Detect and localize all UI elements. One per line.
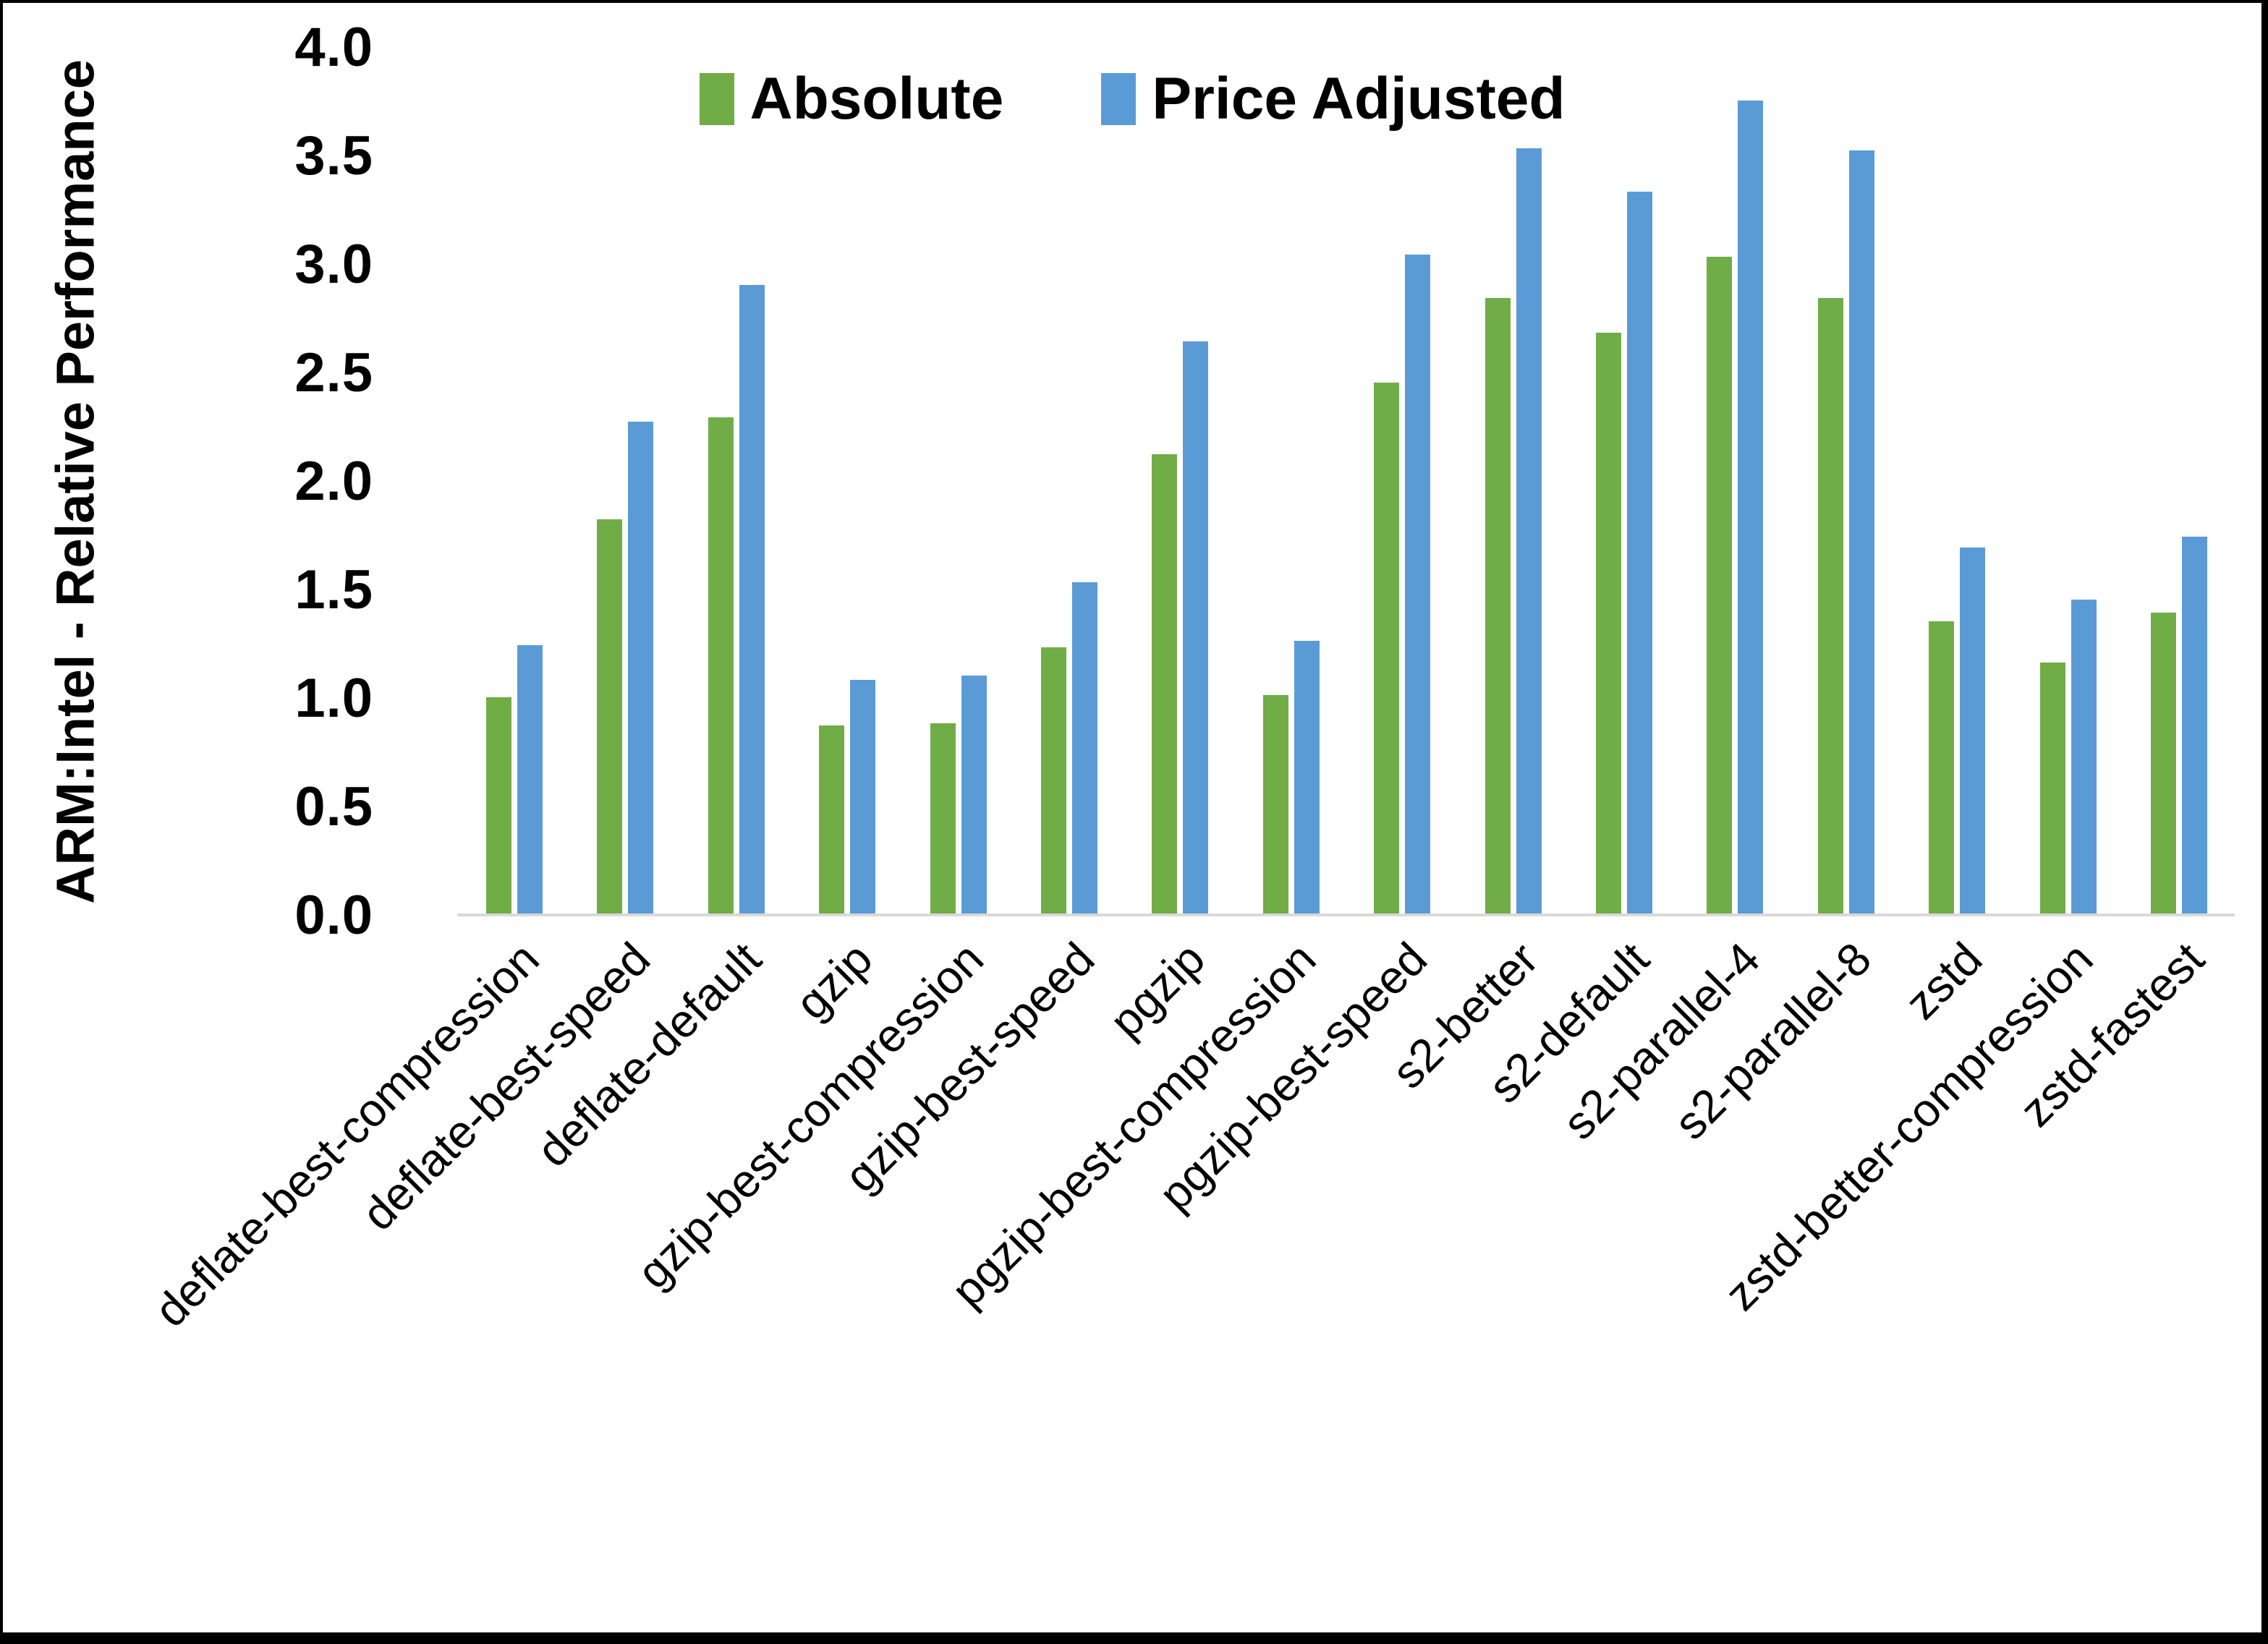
y-tick-label: 1.0 <box>294 668 373 729</box>
y-tick-label: 0.5 <box>294 776 373 838</box>
bar-price-adjusted-s2-default <box>1627 192 1652 914</box>
bar-absolute-s2-default <box>1596 333 1621 914</box>
bar-absolute-zstd-better-compression <box>2039 663 2065 914</box>
x-axis-line <box>457 913 2235 916</box>
y-tick-label: 2.5 <box>294 342 373 404</box>
bar-price-adjusted-s2-parallel-4 <box>1738 101 1764 914</box>
bar-absolute-deflate-best-compression <box>486 697 511 914</box>
y-tick-label: 0.0 <box>294 885 373 946</box>
bar-absolute-gzip-best-compression <box>930 723 956 914</box>
bar-price-adjusted-deflate-best-compression <box>517 645 543 914</box>
bar-absolute-gzip-best-speed <box>1041 647 1066 914</box>
bar-price-adjusted-deflate-default <box>739 285 765 914</box>
y-tick-label: 3.0 <box>294 234 373 295</box>
y-tick-label: 1.5 <box>294 559 373 621</box>
plot-area <box>457 46 2235 914</box>
bar-absolute-pgzip-best-compression <box>1262 695 1288 914</box>
y-tick-label: 3.5 <box>294 125 373 187</box>
bar-price-adjusted-deflate-best-speed <box>628 422 654 914</box>
absolute-series-swatch <box>699 73 734 125</box>
bar-price-adjusted-pgzip-best-compression <box>1294 641 1320 914</box>
legend: Absolute Price Adjusted <box>3 69 2261 129</box>
bar-price-adjusted-s2-better <box>1516 148 1542 914</box>
bar-absolute-deflate-best-speed <box>597 519 623 914</box>
y-tick-label: 4.0 <box>294 17 373 78</box>
price-adjusted-series-label: Price Adjusted <box>1152 66 1566 132</box>
price-adjusted-series-swatch <box>1101 73 1137 125</box>
bar-absolute-s2-better <box>1485 298 1511 914</box>
bar-price-adjusted-zstd <box>1960 548 1986 914</box>
absolute-series-label: Absolute <box>749 66 1004 132</box>
y-tick-label: 2.0 <box>294 451 373 512</box>
bar-absolute-s2-parallel-4 <box>1707 257 1733 914</box>
bar-price-adjusted-gzip-best-compression <box>961 676 987 914</box>
bar-absolute-zstd <box>1929 621 1955 914</box>
bar-price-adjusted-gzip-best-speed <box>1072 582 1097 914</box>
category-labels: deflate-best-compression deflate-best-spe… <box>145 932 2235 1549</box>
bar-absolute-gzip <box>819 725 845 914</box>
bar-price-adjusted-pgzip-best-speed <box>1405 255 1431 914</box>
bar-price-adjusted-pgzip <box>1183 341 1209 914</box>
bar-absolute-pgzip <box>1152 454 1178 914</box>
bar-absolute-zstd-fastest <box>2151 613 2176 914</box>
bar-absolute-pgzip-best-speed <box>1374 383 1400 914</box>
bar-absolute-deflate-default <box>708 417 734 914</box>
bar-price-adjusted-zstd-better-compression <box>2070 600 2097 914</box>
y-axis-ticks: 0.0 0.5 1.0 1.5 2.0 2.5 3.0 3.5 4.0 <box>3 20 373 943</box>
legend-item-absolute: Absolute <box>699 66 1004 132</box>
category-label-gzip: gzip <box>785 932 883 1030</box>
bar-price-adjusted-gzip <box>850 680 876 914</box>
bar-absolute-s2-parallel-8 <box>1817 298 1843 914</box>
legend-item-price-adjusted: Price Adjusted <box>1101 69 1565 129</box>
bar-price-adjusted-zstd-fastest <box>2182 537 2207 914</box>
category-label-zstd: zstd <box>1895 932 1992 1030</box>
bar-price-adjusted-s2-parallel-8 <box>1848 150 1874 914</box>
